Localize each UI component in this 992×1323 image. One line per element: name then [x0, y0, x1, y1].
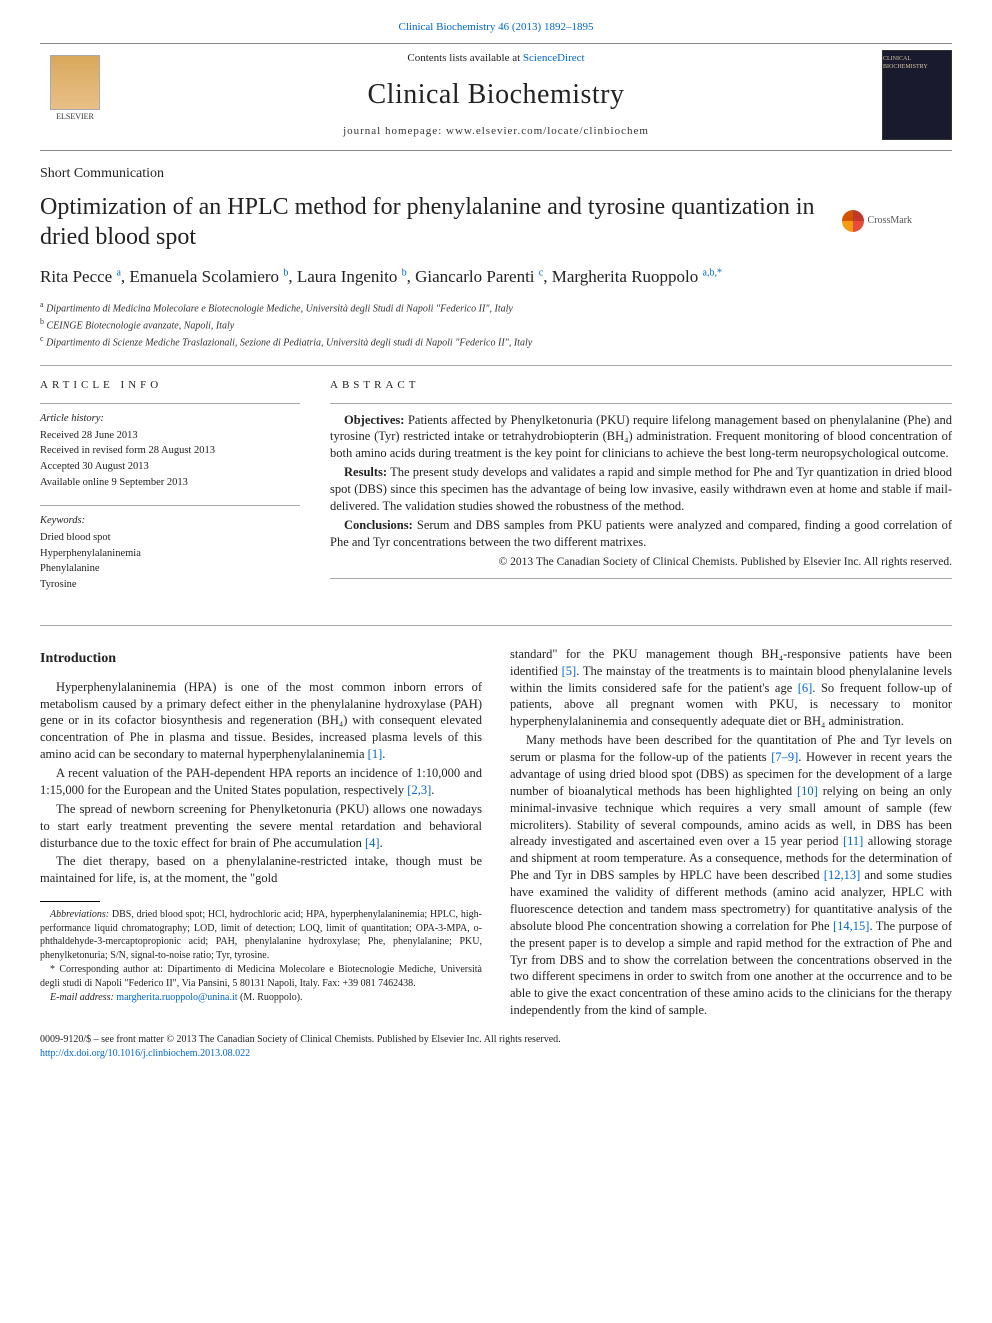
journal-name: Clinical Biochemistry	[110, 76, 882, 114]
corresponding-author-footnote: * Corresponding author at: Dipartimento …	[40, 963, 482, 990]
ref-link[interactable]: [12,13]	[824, 868, 860, 882]
abstract-results: Results: The present study develops and …	[330, 464, 952, 515]
article-info-block: ARTICLE INFO Article history: Received 2…	[40, 378, 300, 607]
contents-list-line: Contents lists available at ScienceDirec…	[110, 51, 882, 66]
elsevier-tree-icon	[50, 55, 100, 110]
keyword-item: Dried blood spot	[40, 530, 300, 546]
keyword-item: Hyperphenylalaninemia	[40, 546, 300, 562]
ref-link[interactable]: [1]	[368, 747, 383, 761]
ref-link[interactable]: [4]	[365, 836, 380, 850]
front-matter-line: 0009-9120/$ – see front matter © 2013 Th…	[40, 1033, 952, 1047]
affiliation-item: b CEINGE Biotecnologie avanzate, Napoli,…	[40, 316, 952, 333]
ref-link[interactable]: [6]	[798, 681, 813, 695]
abstract-conclusions: Conclusions: Serum and DBS samples from …	[330, 517, 952, 551]
keyword-item: Phenylalanine	[40, 561, 300, 577]
abstract-copyright: © 2013 The Canadian Society of Clinical …	[330, 555, 952, 571]
footer-copyright: 0009-9120/$ – see front matter © 2013 Th…	[40, 1033, 952, 1061]
history-line: Received 28 June 2013	[40, 428, 300, 444]
history-line: Available online 9 September 2013	[40, 475, 300, 491]
body-paragraph: A recent valuation of the PAH-dependent …	[40, 765, 482, 799]
section-divider	[40, 625, 952, 626]
crossmark-badge[interactable]: CrossMark	[842, 210, 912, 232]
footnote-divider	[40, 901, 100, 902]
affiliation-item: a Dipartimento di Medicina Molecolare e …	[40, 299, 952, 316]
affiliation-item: c Dipartimento di Scienze Mediche Trasla…	[40, 333, 952, 350]
body-paragraph: The spread of newborn screening for Phen…	[40, 801, 482, 852]
abstract-block: ABSTRACT Objectives: Patients affected b…	[330, 378, 952, 607]
ref-link[interactable]: [11]	[843, 834, 863, 848]
article-title: Optimization of an HPLC method for pheny…	[40, 192, 820, 252]
abbreviations-footnote: Abbreviations: DBS, dried blood spot; HC…	[40, 908, 482, 962]
corresponding-email-link[interactable]: margherita.ruoppolo@unina.it	[116, 992, 237, 1003]
journal-header: ELSEVIER Contents lists available at Sci…	[40, 43, 952, 151]
keywords-block: Keywords: Dried blood spotHyperphenylala…	[40, 514, 300, 593]
top-citation-link[interactable]: Clinical Biochemistry 46 (2013) 1892–189…	[40, 20, 952, 35]
crossmark-label: CrossMark	[868, 214, 912, 228]
author-list: Rita Pecce a, Emanuela Scolamiero b, Lau…	[40, 266, 952, 289]
affiliation-list: a Dipartimento di Medicina Molecolare e …	[40, 299, 952, 351]
body-paragraph: Many methods have been described for the…	[510, 732, 952, 1019]
footnotes-block: Abbreviations: DBS, dried blood spot; HC…	[40, 908, 482, 1005]
journal-cover-thumbnail: CLINICAL BIOCHEMISTRY	[882, 50, 952, 140]
ref-link[interactable]: [7–9]	[771, 750, 798, 764]
ref-link[interactable]: [2,3]	[407, 783, 431, 797]
sciencedirect-link[interactable]: ScienceDirect	[523, 52, 585, 64]
publisher-name: ELSEVIER	[56, 112, 94, 123]
article-history: Article history: Received 28 June 2013Re…	[40, 412, 300, 491]
keywords-label: Keywords:	[40, 514, 300, 528]
article-body: Introduction Hyperphenylalaninemia (HPA)…	[40, 646, 952, 1019]
ref-link[interactable]: [10]	[797, 784, 818, 798]
abstract-divider	[330, 578, 952, 579]
abstract-heading: ABSTRACT	[330, 378, 952, 393]
article-info-heading: ARTICLE INFO	[40, 378, 300, 393]
homepage-label: journal homepage:	[343, 125, 446, 137]
history-line: Received in revised form 28 August 2013	[40, 443, 300, 459]
ref-link[interactable]: [5]	[562, 664, 577, 678]
cover-thumb-text: CLINICAL BIOCHEMISTRY	[883, 55, 951, 71]
publisher-logo: ELSEVIER	[40, 55, 110, 135]
history-label: Article history:	[40, 412, 300, 426]
meta-abstract-row: ARTICLE INFO Article history: Received 2…	[40, 378, 952, 607]
ref-link[interactable]: [14,15]	[833, 919, 869, 933]
abstract-divider	[330, 403, 952, 404]
crossmark-icon	[842, 210, 864, 232]
article-section-label: Short Communication	[40, 165, 952, 184]
journal-homepage: journal homepage: www.elsevier.com/locat…	[110, 124, 882, 139]
history-line: Accepted 30 August 2013	[40, 459, 300, 475]
abstract-objectives: Objectives: Patients affected by Phenylk…	[330, 412, 952, 463]
info-divider	[40, 403, 300, 404]
homepage-url[interactable]: www.elsevier.com/locate/clinbiochem	[446, 125, 649, 137]
body-paragraph: The diet therapy, based on a phenylalani…	[40, 853, 482, 887]
body-paragraph: Hyperphenylalaninemia (HPA) is one of th…	[40, 679, 482, 763]
doi-link[interactable]: http://dx.doi.org/10.1016/j.clinbiochem.…	[40, 1048, 250, 1059]
info-divider	[40, 505, 300, 506]
body-paragraph: standard" for the PKU management though …	[510, 646, 952, 730]
keyword-item: Tyrosine	[40, 577, 300, 593]
section-divider	[40, 365, 952, 366]
header-center: Contents lists available at ScienceDirec…	[110, 51, 882, 138]
contents-prefix: Contents lists available at	[407, 52, 522, 64]
introduction-heading: Introduction	[40, 650, 482, 669]
email-footnote: E-mail address: margherita.ruoppolo@unin…	[40, 991, 482, 1005]
